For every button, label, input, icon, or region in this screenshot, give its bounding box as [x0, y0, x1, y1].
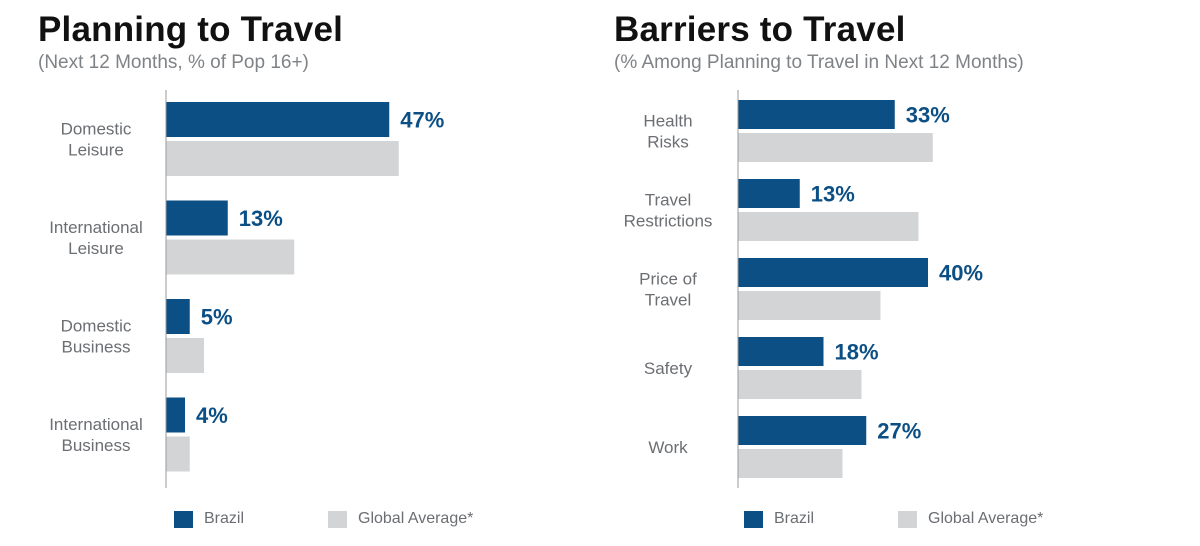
legend-label-brazil: Brazil [204, 510, 245, 527]
category-label: Domestic Business [61, 317, 132, 357]
data-label-brazil: 5% [201, 305, 233, 330]
data-label-brazil: 13% [811, 182, 855, 207]
category-label-line: Leisure [68, 141, 124, 160]
category-label: Work [648, 438, 688, 457]
category-label-line: Domestic [61, 317, 132, 336]
legend-item-brazil: Brazil [174, 510, 244, 528]
data-label-brazil: 33% [906, 103, 950, 128]
bar-global-average [166, 338, 204, 373]
bar-global-average [738, 133, 933, 162]
bar-brazil [166, 397, 185, 433]
legend-label-global: Global Average* [928, 510, 1044, 527]
bar-brazil [738, 100, 895, 129]
bar-global-average [738, 370, 862, 399]
category-label: Travel Restrictions [624, 191, 713, 231]
category-label: Price of Travel [639, 270, 697, 310]
chart-subtitle: (Next 12 Months, % of Pop 16+) [38, 52, 309, 73]
legend-label-global: Global Average* [358, 510, 474, 527]
bar-global-average [738, 291, 881, 320]
category-label-line: Travel [645, 291, 692, 310]
bar-brazil [738, 258, 928, 287]
bar-global-average [166, 239, 295, 275]
chart-subtitle: (% Among Planning to Travel in Next 12 M… [614, 52, 1024, 73]
data-label-brazil: 27% [877, 419, 921, 444]
legend-item-global: Global Average* [898, 510, 1043, 528]
category-label-line: Domestic [61, 120, 132, 139]
chart-title: Planning to Travel [38, 10, 344, 49]
legend-swatch-global [898, 510, 917, 528]
barriers-to-travel-chart: 33% Health Risks 13% Travel Restrictions 40% Pr… [624, 90, 983, 488]
category-label-line: International [49, 415, 143, 434]
data-label-brazil: 4% [196, 403, 228, 428]
category-label-line: Safety [644, 359, 693, 378]
category-label: International Business [49, 415, 143, 455]
bar-brazil [738, 337, 824, 366]
category-label-line: Work [648, 438, 688, 457]
category-label: International Leisure [49, 218, 143, 258]
bar-global-average [166, 141, 399, 176]
legend-swatch-brazil [744, 510, 763, 528]
planning-to-travel-chart: 47% Domestic Leisure 13% International Leisur… [49, 90, 444, 488]
bar-global-average [166, 436, 190, 472]
category-label-line: Leisure [68, 239, 124, 258]
bar-brazil [166, 299, 190, 334]
bar-brazil [166, 200, 228, 236]
category-label: Health Risks [643, 112, 692, 152]
chart-title: Barriers to Travel [614, 10, 906, 49]
data-label-brazil: 47% [400, 108, 444, 133]
legend-label-brazil: Brazil [774, 510, 815, 527]
legend-swatch-global [328, 510, 347, 528]
category-label: Domestic Leisure [61, 120, 132, 160]
legend-item-brazil: Brazil [744, 510, 814, 528]
category-label: Safety [644, 359, 693, 378]
category-label-line: Business [62, 436, 131, 455]
bar-brazil [738, 179, 800, 208]
category-label-line: Travel [645, 191, 692, 210]
bar-global-average [738, 212, 919, 241]
category-label-line: Risks [647, 133, 689, 152]
legend-item-global: Global Average* [328, 510, 473, 528]
bar-brazil [738, 416, 867, 445]
category-label-line: International [49, 218, 143, 237]
category-label-line: Health [643, 112, 692, 131]
bar-global-average [738, 449, 843, 478]
legend-swatch-brazil [174, 510, 193, 528]
category-label-line: Price of [639, 270, 697, 289]
bar-brazil [166, 102, 390, 137]
category-label-line: Restrictions [624, 212, 713, 231]
data-label-brazil: 18% [835, 340, 879, 365]
category-label-line: Business [62, 338, 131, 357]
data-label-brazil: 40% [939, 261, 983, 286]
data-label-brazil: 13% [239, 206, 283, 231]
